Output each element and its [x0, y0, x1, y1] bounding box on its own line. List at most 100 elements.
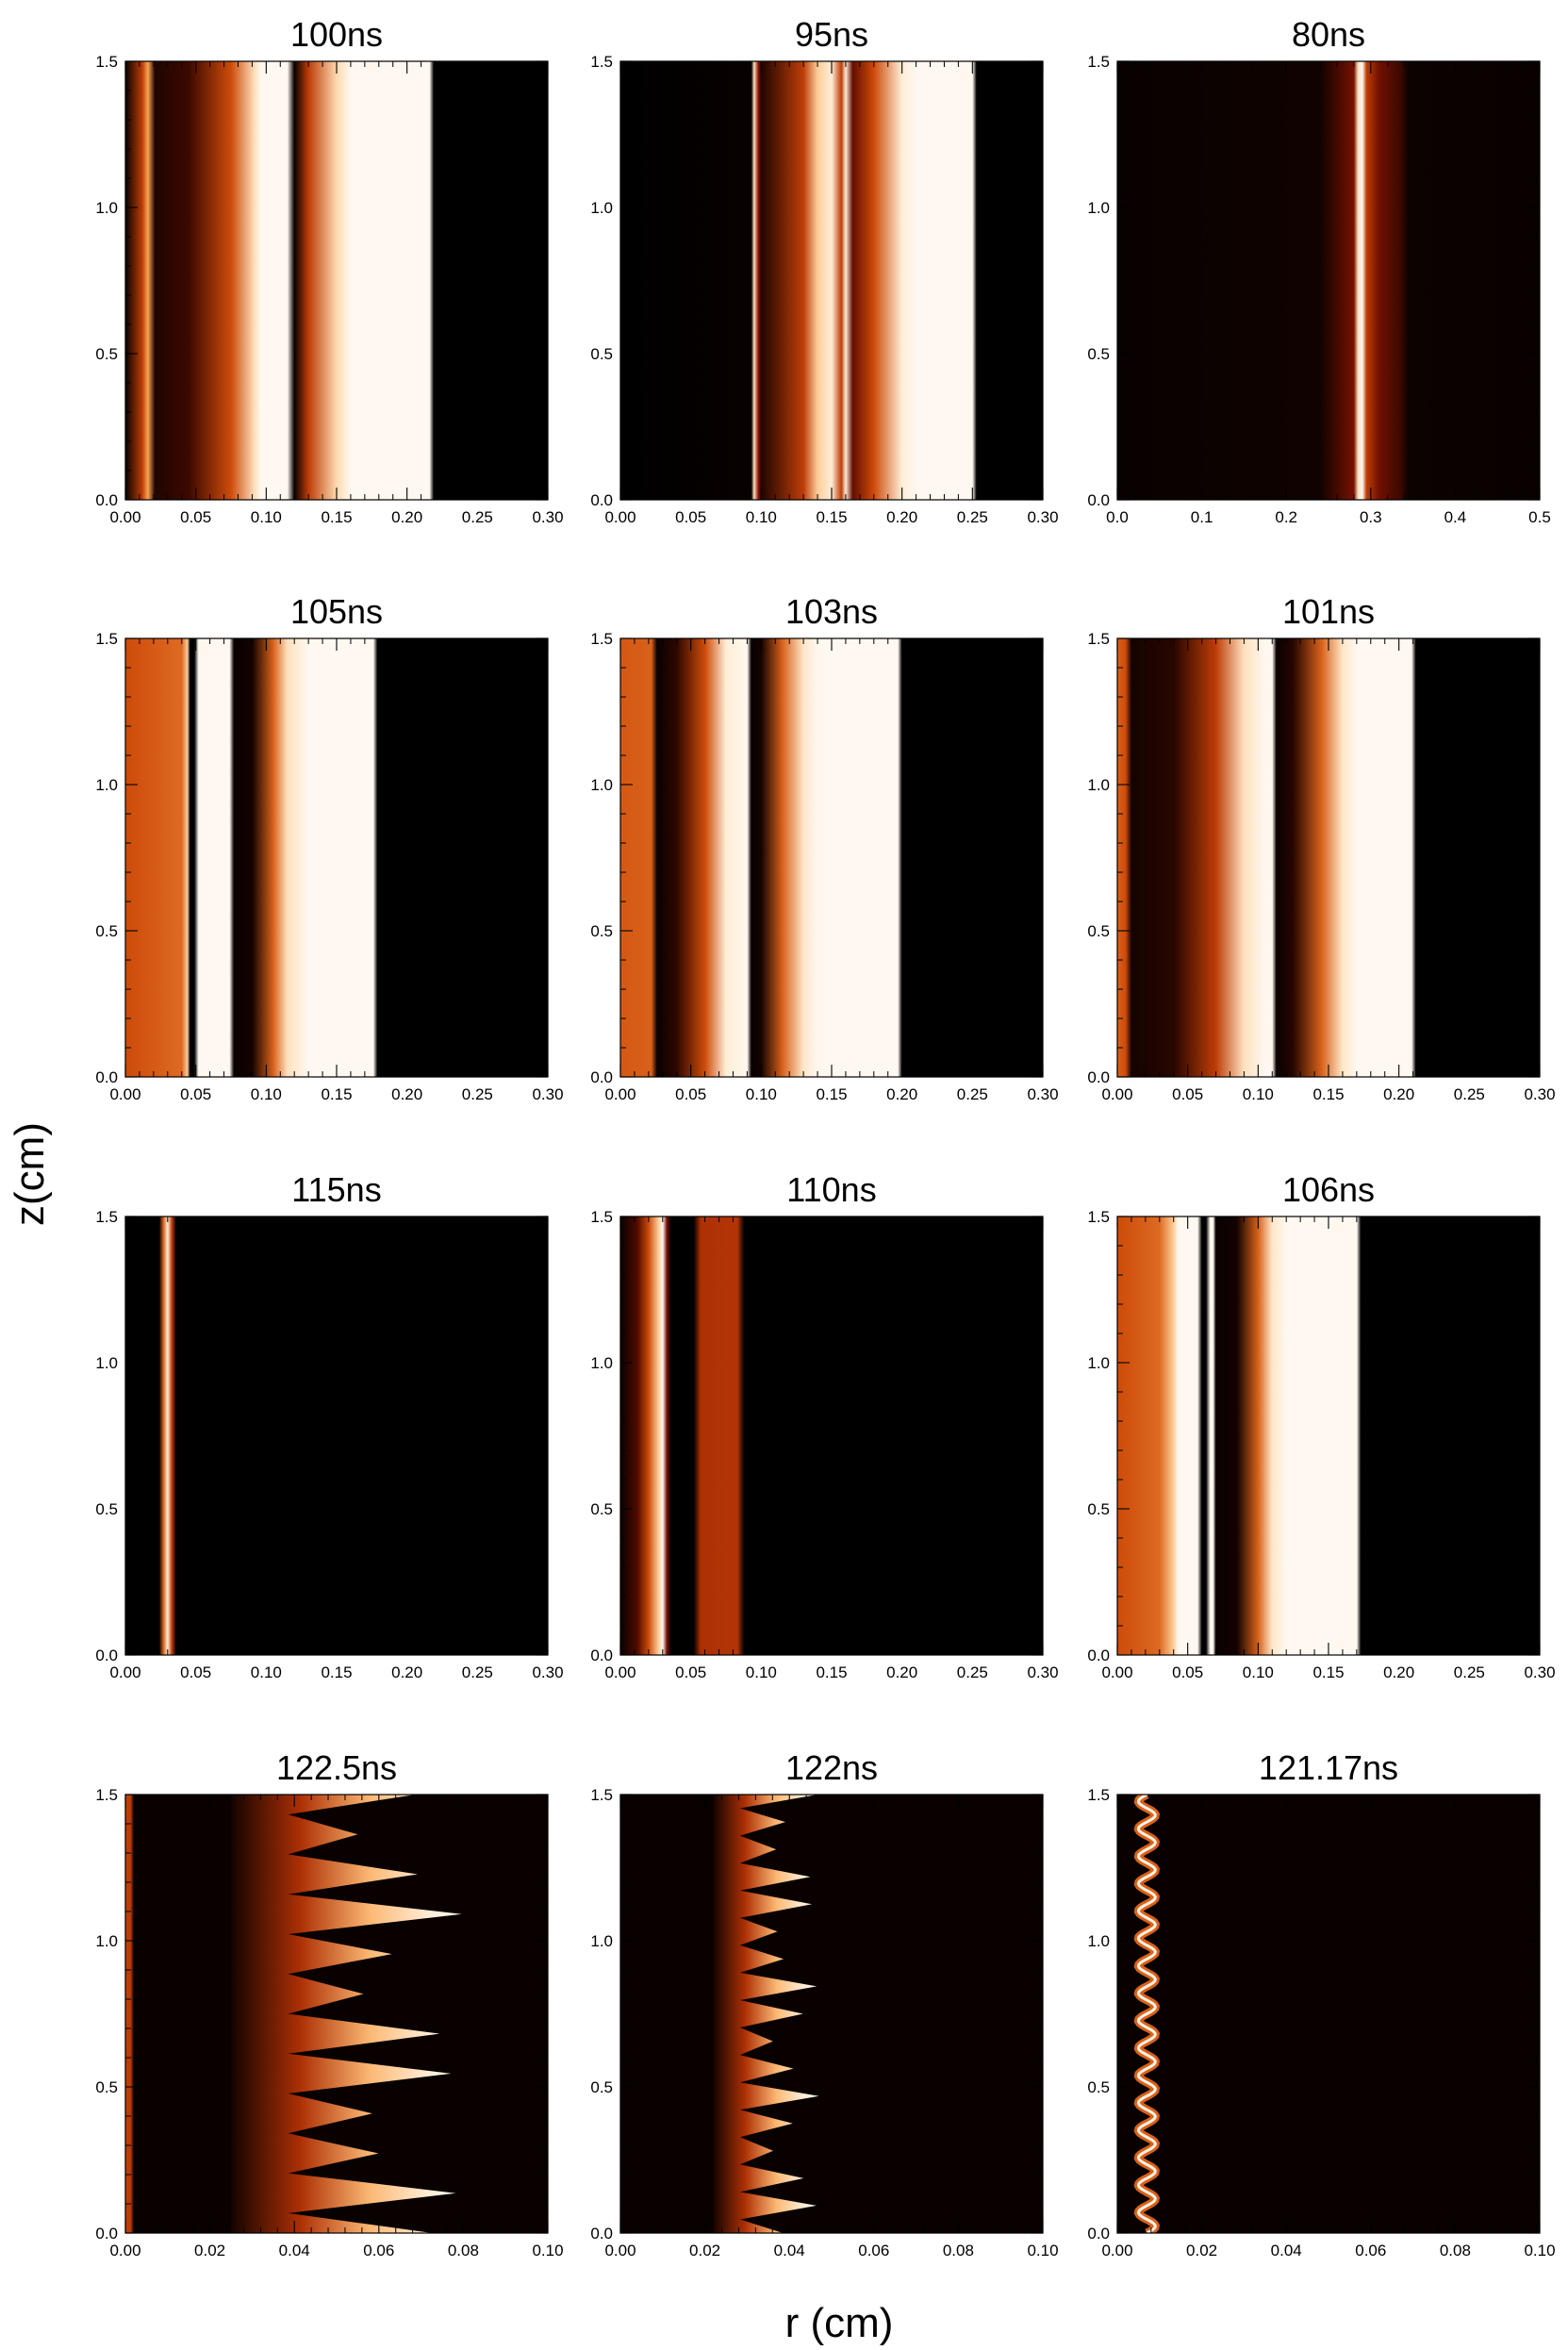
x-tick-label: 0.08 — [943, 2242, 974, 2259]
x-tick-label: 0.15 — [321, 1085, 352, 1103]
x-tick-label: 0.2 — [1275, 508, 1297, 526]
x-tick-label: 0.15 — [321, 1663, 352, 1681]
y-tick-label: 0.5 — [1087, 922, 1110, 940]
x-tick-label: 0.30 — [1027, 508, 1058, 526]
y-tick-label: 1.0 — [590, 776, 613, 794]
y-tick-label: 0.5 — [95, 922, 118, 940]
x-tick-label: 0.10 — [746, 1663, 777, 1681]
x-tick-label: 0.10 — [746, 508, 777, 526]
y-tick-label: 0.5 — [1087, 345, 1110, 363]
x-tick-label: 0.04 — [1271, 2242, 1302, 2259]
y-tick-label: 1.5 — [95, 630, 118, 648]
y-tick-label: 1.5 — [1087, 53, 1110, 71]
y-axis-label: z(cm) — [7, 1122, 53, 1226]
panel-106ns: 0.00 0.05 0.10 0.15 0.20 0.25 0.30 0.0 0.5 1.0 1.5… — [1087, 1170, 1555, 1681]
x-tick-label: 0.08 — [1440, 2242, 1471, 2259]
panel-title: 106ns — [1282, 1170, 1375, 1209]
x-tick-label: 0.05 — [180, 1663, 211, 1681]
x-tick-label: 0.05 — [675, 1663, 706, 1681]
y-tick-label: 0.0 — [590, 1068, 613, 1086]
x-tick-label: 0.20 — [391, 508, 422, 526]
x-tick-label: 0.10 — [746, 1085, 777, 1103]
y-tick-label: 0.5 — [95, 1500, 118, 1518]
y-tick-label: 0.0 — [590, 491, 613, 509]
x-tick-label: 0.25 — [957, 1085, 988, 1103]
y-tick-label: 1.0 — [1087, 1932, 1110, 1950]
x-tick-label: 0.25 — [1454, 1663, 1485, 1681]
x-tick-label: 0.04 — [279, 2242, 310, 2259]
x-tick-label: 0.00 — [1101, 1663, 1132, 1681]
instability-fingers — [231, 1795, 462, 2233]
y-tick-label: 0.5 — [590, 922, 613, 940]
y-tick-label: 0.0 — [95, 491, 118, 509]
x-tick-label: 0.05 — [180, 1085, 211, 1103]
x-tick-label: 0.10 — [1243, 1085, 1274, 1103]
x-tick-label: 0.15 — [321, 508, 352, 526]
x-tick-label: 0.25 — [462, 1085, 493, 1103]
y-tick-label: 0.5 — [1087, 2078, 1110, 2096]
y-tick-label: 0.0 — [590, 2225, 613, 2242]
x-tick-label: 0.10 — [532, 2242, 563, 2259]
y-tick-label: 1.0 — [95, 776, 118, 794]
y-tick-label: 0.5 — [95, 2078, 118, 2096]
x-tick-label: 0.15 — [1312, 1085, 1344, 1103]
x-tick-label: 0.30 — [1524, 1085, 1555, 1103]
x-tick-label: 0.05 — [675, 508, 706, 526]
y-tick-label: 0.0 — [1087, 2225, 1110, 2242]
x-tick-label: 0.20 — [886, 1663, 917, 1681]
y-tick-label: 0.0 — [95, 1647, 118, 1664]
x-tick-label: 0.05 — [180, 508, 211, 526]
x-tick-label: 0.3 — [1360, 508, 1382, 526]
heatmap-field — [620, 1216, 1043, 1655]
x-tick-label: 0.15 — [816, 508, 847, 526]
heatmap-field — [125, 1216, 548, 1655]
panel-title: 105ns — [290, 592, 383, 631]
x-tick-label: 0.06 — [363, 2242, 394, 2259]
x-tick-label: 0.00 — [109, 1663, 140, 1681]
panel-103ns: 0.00 0.05 0.10 0.15 0.20 0.25 0.30 0.0 0.5 1.0 1.5… — [590, 592, 1058, 1103]
x-tick-label: 0.00 — [1101, 2242, 1132, 2259]
x-tick-label: 0.4 — [1444, 508, 1467, 526]
x-tick-label: 0.05 — [675, 1085, 706, 1103]
x-tick-label: 0.30 — [1027, 1663, 1058, 1681]
y-tick-label: 1.0 — [95, 199, 118, 217]
y-tick-label: 1.0 — [590, 199, 613, 217]
plot-frame — [1116, 60, 1541, 501]
y-tick-label: 1.5 — [95, 53, 118, 71]
x-tick-label: 0.25 — [1454, 1085, 1485, 1103]
plot-frame — [1116, 1794, 1541, 2234]
x-tick-label: 0.04 — [774, 2242, 805, 2259]
y-tick-label: 1.0 — [1087, 1354, 1110, 1372]
panel-title: 115ns — [291, 1170, 381, 1209]
plot-frame — [124, 1794, 549, 2234]
panel-80ns: 0.0 0.1 0.2 0.3 0.4 0.5 0.0 0.5 1.0 1.5 80ns — [1087, 15, 1550, 526]
x-tick-label: 0.00 — [604, 2242, 635, 2259]
x-tick-label: 0.30 — [532, 1663, 563, 1681]
x-tick-label: 0.15 — [816, 1663, 847, 1681]
x-tick-label: 0.00 — [109, 1085, 140, 1103]
x-tick-label: 0.25 — [462, 1663, 493, 1681]
heatmap-field — [125, 61, 548, 500]
panel-122ns: 0.00 0.02 0.04 0.06 0.08 0.10 0.0 0.5 1.0 1.5 122n… — [590, 1748, 1058, 2259]
panel-title: 80ns — [1292, 15, 1365, 54]
x-tick-label: 0.20 — [1383, 1663, 1414, 1681]
x-tick-label: 0.10 — [1524, 2242, 1555, 2259]
x-tick-label: 0.00 — [109, 2242, 140, 2259]
y-tick-label: 0.0 — [590, 1647, 613, 1664]
panel-title: 122.5ns — [276, 1748, 397, 1787]
x-tick-label: 0.20 — [391, 1663, 422, 1681]
y-tick-label: 1.0 — [590, 1932, 613, 1950]
x-tick-label: 0.02 — [1186, 2242, 1217, 2259]
panels: 0.00 0.05 0.10 0.15 0.20 0.25 0.30 0.0 0.5 1.0 1.5… — [95, 15, 1555, 2259]
panel-121.17ns: 0.00 0.02 0.04 0.06 0.08 0.10 0.0 0.5 1.0 1.5 121.… — [1087, 1748, 1555, 2259]
heatmap-field — [1117, 638, 1540, 1077]
panel-122.5ns: 0.00 0.02 0.04 0.06 0.08 0.10 0.0 0.5 1.0 1.5 122.… — [95, 1748, 563, 2259]
x-tick-label: 0.00 — [604, 508, 635, 526]
x-tick-label: 0.20 — [1383, 1085, 1414, 1103]
y-tick-label: 0.5 — [1087, 1500, 1110, 1518]
x-tick-label: 0.06 — [858, 2242, 889, 2259]
y-tick-label: 1.0 — [1087, 199, 1110, 217]
y-tick-label: 1.5 — [590, 1208, 613, 1226]
x-tick-label: 0.0 — [1106, 508, 1129, 526]
